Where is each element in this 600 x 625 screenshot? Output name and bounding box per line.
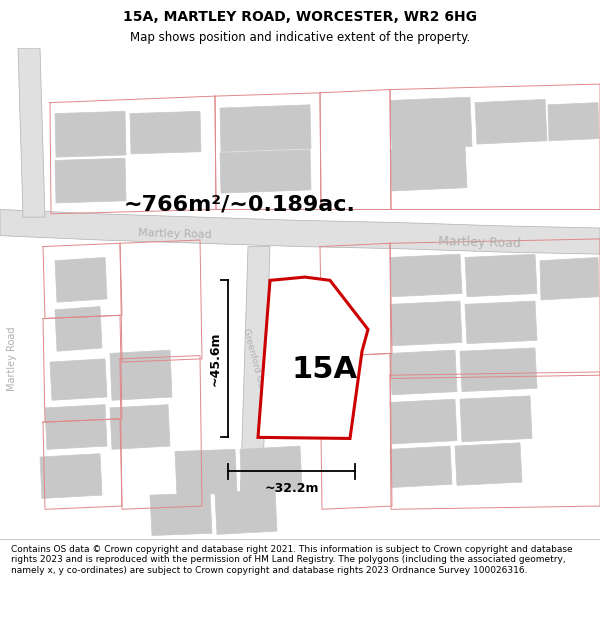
Polygon shape xyxy=(390,446,452,488)
Text: Contains OS data © Crown copyright and database right 2021. This information is : Contains OS data © Crown copyright and d… xyxy=(11,545,572,574)
Polygon shape xyxy=(540,258,599,300)
Polygon shape xyxy=(45,404,107,449)
Text: ~766m²/~0.189ac.: ~766m²/~0.189ac. xyxy=(124,194,356,214)
Polygon shape xyxy=(220,149,311,193)
Polygon shape xyxy=(390,301,462,346)
Polygon shape xyxy=(220,105,311,152)
Polygon shape xyxy=(390,350,457,395)
Polygon shape xyxy=(455,442,522,486)
Polygon shape xyxy=(465,254,537,297)
Polygon shape xyxy=(258,277,368,439)
Polygon shape xyxy=(110,404,170,449)
Polygon shape xyxy=(110,350,172,400)
Polygon shape xyxy=(475,99,547,144)
Polygon shape xyxy=(40,454,102,498)
Polygon shape xyxy=(175,449,237,495)
Polygon shape xyxy=(50,359,107,400)
Polygon shape xyxy=(150,493,212,536)
Polygon shape xyxy=(390,97,472,149)
Polygon shape xyxy=(55,258,107,302)
Text: Martley Road: Martley Road xyxy=(439,234,521,250)
Polygon shape xyxy=(548,102,599,141)
Polygon shape xyxy=(465,301,537,344)
Polygon shape xyxy=(240,446,302,493)
Text: 15A: 15A xyxy=(292,355,358,384)
Polygon shape xyxy=(460,396,532,442)
Polygon shape xyxy=(240,246,270,506)
Polygon shape xyxy=(0,209,600,254)
Polygon shape xyxy=(130,111,201,154)
Polygon shape xyxy=(390,146,467,191)
Text: ~32.2m: ~32.2m xyxy=(264,482,319,495)
Text: Martley Road: Martley Road xyxy=(7,327,17,391)
Text: 15A, MARTLEY ROAD, WORCESTER, WR2 6HG: 15A, MARTLEY ROAD, WORCESTER, WR2 6HG xyxy=(123,9,477,24)
Polygon shape xyxy=(55,111,126,157)
Text: ~45.6m: ~45.6m xyxy=(209,332,221,386)
Text: Martley Road: Martley Road xyxy=(138,228,212,239)
Polygon shape xyxy=(18,48,45,217)
Polygon shape xyxy=(55,158,126,203)
Polygon shape xyxy=(390,254,462,297)
Polygon shape xyxy=(390,399,457,444)
Polygon shape xyxy=(55,306,102,351)
Polygon shape xyxy=(460,348,537,391)
Polygon shape xyxy=(215,489,277,534)
Text: Greenford Gardens: Greenford Gardens xyxy=(241,327,272,412)
Text: Map shows position and indicative extent of the property.: Map shows position and indicative extent… xyxy=(130,31,470,44)
